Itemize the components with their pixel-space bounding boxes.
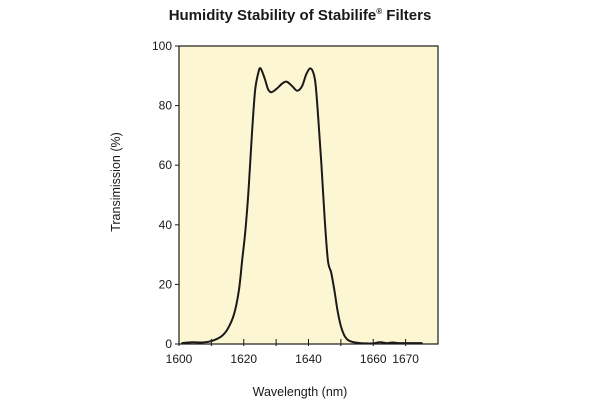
x-tick-label-1660: 1660: [360, 352, 387, 366]
y-tick-label-100: 100: [152, 39, 172, 53]
x-tick-label-1670: 1670: [392, 352, 419, 366]
y-tick-label-0: 0: [165, 337, 172, 351]
y-tick-label-20: 20: [159, 277, 173, 291]
y-tick-label-80: 80: [159, 99, 173, 113]
tick-labels: 0 20 40 60 80 100 1600 1620 1640 1660 1670: [152, 39, 419, 366]
x-axis-label: Wavelength (nm): [253, 385, 348, 399]
y-tick-label-60: 60: [159, 158, 173, 172]
axis-ticks: [175, 45, 407, 346]
chart-title-registered-mark: ®: [376, 7, 383, 16]
chart-title-tail: Filters: [382, 7, 432, 24]
chart-title: Humidity Stability of Stabilife® Filters: [0, 7, 600, 24]
y-axis-label: Transimission (%): [109, 132, 123, 232]
chart-title-main: Humidity Stability of Stabilife: [168, 7, 377, 24]
series-line-transmission: [181, 67, 423, 345]
x-tick-label-1620: 1620: [230, 352, 257, 366]
x-tick-label-1640: 1640: [295, 352, 322, 366]
x-tick-label-1600: 1600: [166, 352, 193, 366]
plot-area: [178, 45, 439, 345]
y-tick-label-40: 40: [159, 218, 173, 232]
